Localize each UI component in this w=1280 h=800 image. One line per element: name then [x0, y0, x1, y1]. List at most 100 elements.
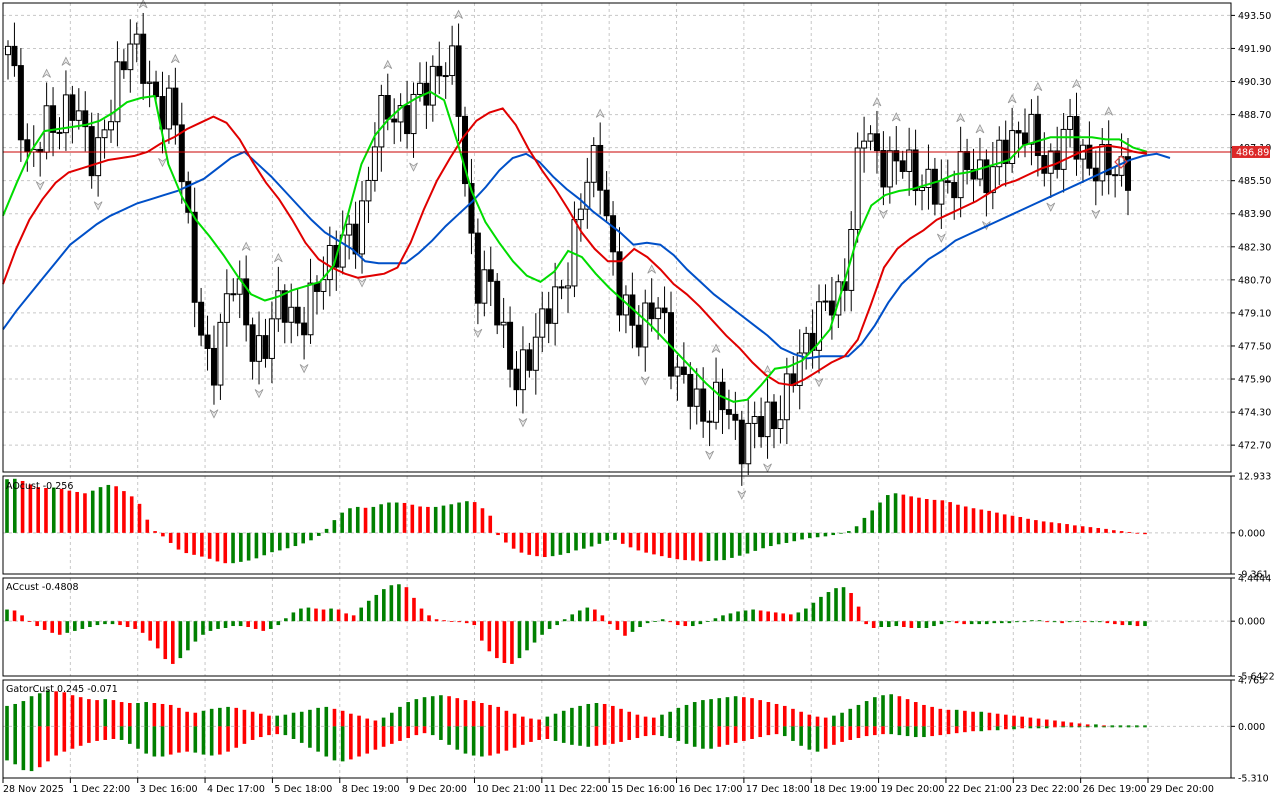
candle-body: [288, 306, 295, 323]
histogram-bar: [613, 532, 617, 540]
histogram-bar: [44, 488, 48, 533]
histogram-bar: [791, 708, 795, 727]
histogram-bar: [348, 508, 352, 533]
histogram-bar: [340, 726, 345, 762]
histogram-bar: [316, 707, 320, 727]
histogram-bar: [815, 726, 820, 752]
histogram-bar: [653, 621, 657, 622]
histogram-bar: [258, 713, 263, 727]
histogram-bar: [841, 587, 846, 622]
candle-body: [1125, 156, 1131, 191]
candle-body: [133, 33, 140, 45]
histogram-bar: [971, 508, 976, 533]
histogram-bar: [137, 503, 142, 533]
candle-body: [101, 129, 108, 139]
histogram-bar: [144, 702, 148, 727]
candle-body: [893, 150, 900, 162]
histogram-bar: [963, 710, 967, 727]
histogram-bar: [717, 726, 722, 747]
histogram-bar: [737, 532, 742, 556]
histogram-bar: [535, 532, 539, 557]
histogram-bar: [62, 726, 67, 752]
pane-frame: [2, 475, 1232, 575]
histogram-bar: [577, 610, 582, 622]
histogram-bar: [553, 713, 558, 727]
histogram-bar: [1085, 726, 1090, 728]
histogram-bar: [901, 494, 906, 533]
histogram-bar: [136, 703, 140, 727]
candle-body: [50, 105, 57, 133]
histogram-bar: [231, 532, 235, 564]
histogram-bar: [1034, 520, 1038, 533]
histogram-bar: [1020, 726, 1024, 729]
ao-pane[interactable]: [5, 478, 1147, 564]
histogram-bar: [239, 532, 243, 562]
histogram-bar: [954, 621, 959, 624]
candle-body: [532, 336, 539, 371]
candle-body: [397, 105, 404, 123]
histogram-bar: [1030, 620, 1034, 622]
histogram-bar: [5, 705, 9, 727]
candle-body: [854, 147, 861, 231]
histogram-bar: [917, 621, 921, 628]
histogram-bar: [698, 621, 703, 625]
histogram-bar: [537, 719, 541, 727]
candle-body: [114, 61, 121, 123]
histogram-bar: [796, 612, 801, 622]
candle-body: [1028, 113, 1035, 145]
candle-body: [365, 179, 372, 202]
histogram-bar: [529, 718, 533, 727]
histogram-bar: [675, 532, 680, 560]
histogram-bar: [979, 711, 984, 727]
fractal-down-marker: [737, 490, 747, 500]
histogram-bar: [46, 726, 50, 762]
histogram-bar: [1126, 725, 1131, 727]
histogram-bar: [1118, 726, 1123, 728]
candle-body: [24, 139, 31, 153]
histogram-bar: [745, 532, 750, 554]
histogram-bar: [519, 532, 524, 553]
histogram-bar: [37, 693, 42, 727]
candle-body: [861, 140, 868, 149]
histogram-bar: [630, 621, 635, 632]
gator-pane[interactable]: [5, 690, 1147, 772]
candle-body: [69, 94, 76, 121]
histogram-bar: [1110, 725, 1115, 727]
x-tick-label: 15 Dec 16:00: [611, 784, 675, 795]
histogram-bar: [758, 700, 763, 727]
x-tick-label: 4 Dec 17:00: [207, 784, 265, 795]
histogram-bar: [799, 726, 803, 746]
candle-body: [835, 281, 842, 316]
histogram-bar: [623, 621, 627, 636]
candle-body: [301, 322, 308, 336]
histogram-bar: [881, 695, 885, 727]
candle-body: [153, 81, 160, 98]
histogram-bar: [540, 621, 544, 635]
histogram-bar: [329, 608, 333, 622]
fractal-up-marker: [454, 9, 463, 19]
histogram-bar: [332, 520, 337, 533]
histogram-bar: [129, 496, 134, 533]
candle-body: [777, 419, 784, 430]
histogram-bar: [168, 532, 173, 543]
histogram-bar: [619, 708, 623, 727]
y-tick-label: 0.000: [1238, 722, 1265, 733]
histogram-bar: [496, 726, 501, 754]
histogram-bar: [496, 706, 501, 727]
histogram-bar: [761, 532, 765, 549]
fractal-up-marker: [1033, 81, 1043, 92]
histogram-bar: [940, 500, 945, 533]
ac-pane[interactable]: [5, 584, 1147, 664]
candle-body: [610, 215, 617, 253]
histogram-bar: [823, 532, 828, 537]
fractal-down-marker: [299, 364, 309, 374]
histogram-bar: [457, 621, 461, 623]
price-pane[interactable]: [2, 0, 1231, 500]
y-tick-label: 485.50: [1238, 176, 1271, 187]
histogram-bar: [389, 726, 394, 744]
histogram-bar: [1127, 531, 1132, 533]
histogram-bar: [1119, 531, 1124, 533]
histogram-bar: [419, 608, 424, 622]
histogram-bar: [193, 712, 198, 727]
